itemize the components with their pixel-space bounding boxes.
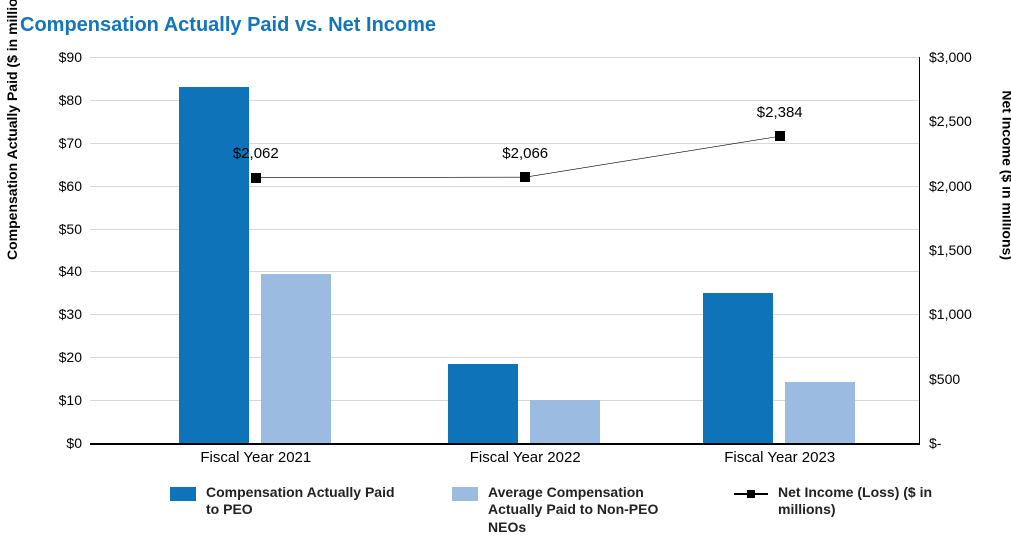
y-axis-right-label: Net Income ($ in millions) bbox=[1000, 90, 1011, 260]
line-marker bbox=[775, 131, 785, 141]
legend-label-neo: Average Compensation Actually Paid to No… bbox=[488, 484, 692, 537]
ytick-left: $0 bbox=[66, 435, 90, 451]
ytick-right: $- bbox=[919, 435, 941, 451]
legend-label-peo: Compensation Actually Paid to PEO bbox=[206, 484, 410, 519]
ytick-left: $10 bbox=[59, 392, 90, 408]
y-axis-left-label: Compensation Actually Paid ($ in million… bbox=[4, 0, 20, 260]
x-category-label: Fiscal Year 2022 bbox=[470, 443, 581, 466]
line-marker bbox=[251, 173, 261, 183]
ytick-left: $80 bbox=[59, 92, 90, 108]
legend-item-neo: Average Compensation Actually Paid to No… bbox=[452, 484, 692, 537]
line-value-label: $2,066 bbox=[502, 145, 548, 162]
ytick-right: $1,500 bbox=[919, 242, 972, 258]
legend-item-line: Net Income (Loss) ($ in millions) bbox=[734, 484, 971, 519]
chart-title: Compensation Actually Paid vs. Net Incom… bbox=[20, 14, 1007, 37]
legend: Compensation Actually Paid to PEO Averag… bbox=[170, 484, 971, 537]
ytick-right: $1,000 bbox=[919, 306, 972, 322]
ytick-left: $90 bbox=[59, 49, 90, 65]
line-marker bbox=[520, 172, 530, 182]
legend-swatch-line bbox=[734, 487, 768, 501]
legend-swatch-peo bbox=[170, 487, 196, 501]
line-value-label: $2,062 bbox=[233, 145, 279, 162]
ytick-right: $3,000 bbox=[919, 49, 972, 65]
ytick-left: $40 bbox=[59, 263, 90, 279]
ytick-left: $20 bbox=[59, 349, 90, 365]
legend-item-peo: Compensation Actually Paid to PEO bbox=[170, 484, 410, 519]
ytick-right: $2,500 bbox=[919, 113, 972, 129]
ytick-right: $2,000 bbox=[919, 178, 972, 194]
x-category-label: Fiscal Year 2023 bbox=[724, 443, 835, 466]
ytick-left: $50 bbox=[59, 221, 90, 237]
legend-label-line: Net Income (Loss) ($ in millions) bbox=[778, 484, 971, 519]
legend-swatch-neo bbox=[452, 487, 478, 501]
chart-container: Compensation Actually Paid ($ in million… bbox=[20, 45, 1000, 475]
ytick-left: $60 bbox=[59, 178, 90, 194]
ytick-right: $500 bbox=[919, 371, 960, 387]
ytick-left: $70 bbox=[59, 135, 90, 151]
ytick-left: $30 bbox=[59, 306, 90, 322]
plot-area: $0$10$20$30$40$50$60$70$80$90$-$500$1,00… bbox=[90, 57, 920, 445]
x-category-label: Fiscal Year 2021 bbox=[200, 443, 311, 466]
line-value-label: $2,384 bbox=[757, 104, 803, 121]
